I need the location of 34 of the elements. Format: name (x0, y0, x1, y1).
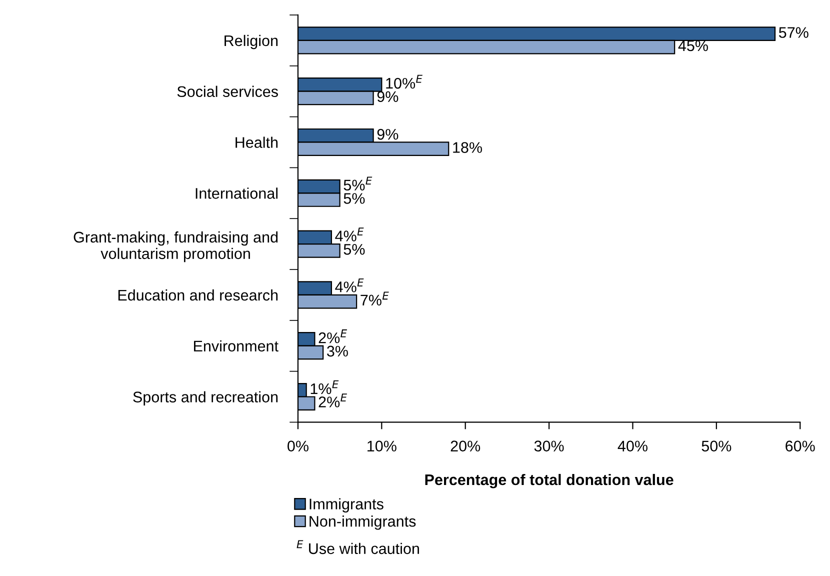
data-label: 2%$^{E}$ (318, 329, 348, 344)
data-label: 2%$^{E}$ (318, 394, 348, 408)
data-label: 1%$^{E}$ (310, 380, 339, 394)
y-tick-label: Religion (224, 34, 278, 50)
data-label: 4%$^{E}$ (335, 278, 364, 292)
y-tick-label: International (196, 188, 278, 199)
x-tick-label: 60% (786, 440, 815, 452)
legend-label: Immigrants (310, 498, 384, 512)
data-label: 5%$^{E}$ (344, 176, 372, 191)
data-label: 57% (778, 27, 808, 38)
y-tick-label: Grant-making, fundraising and voluntarism promotion (74, 231, 278, 262)
x-tick-label: 0% (288, 440, 308, 452)
x-tick-label: 10% (368, 440, 396, 452)
x-axis-title: Percentage of total donation value (425, 474, 674, 488)
y-tick-label: Sports and recreation (133, 391, 278, 406)
data-label: 9% (377, 128, 398, 140)
data-label: 10%$^{E}$ (386, 74, 422, 89)
y-tick-label: Health (236, 136, 278, 148)
data-label: 7%$^{E}$ (360, 292, 389, 306)
data-label: 9% (377, 91, 398, 102)
x-tick-label: 20% (450, 440, 480, 452)
data-label: 3% (327, 346, 348, 357)
x-tick-label: 30% (534, 440, 564, 452)
legend-label: Non-immigrants (310, 516, 416, 530)
data-label: 18% (453, 142, 482, 153)
x-tick-label: 50% (702, 440, 732, 452)
data-label: 5% (344, 193, 365, 204)
y-tick-label: Education and research (118, 289, 278, 301)
data-label: 4%$^{E}$ (335, 228, 364, 242)
x-tick-label: 40% (618, 440, 648, 452)
y-tick-label: Social services (177, 86, 278, 98)
y-tick-label: Environment (194, 340, 278, 352)
data-label: 5% (344, 244, 365, 255)
text: $^{E}$ Use with caution (296, 540, 419, 554)
